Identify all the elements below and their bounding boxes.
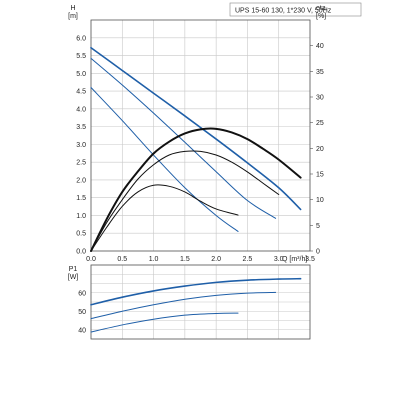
y-left-tick-label: 1.0 [76,213,86,220]
bottom-plot-frame [90,264,311,340]
y-right-tick-label: 25 [316,120,324,127]
y-left-tick-label: 3.0 [76,142,86,149]
p1-tick-label: 40 [78,327,86,334]
top-plot-frame [90,19,311,252]
x-tick-label: 3.0 [274,256,284,263]
y-left-tick-label: 1.5 [76,195,86,202]
y-left-tick-label: 3.5 [76,124,86,131]
x-tick-label: 1.5 [180,256,190,263]
y-left-tick-label: 4.0 [76,106,86,113]
efficiency-curve-3 [90,184,239,252]
p1-tick-label: 60 [78,290,86,297]
head-curve-1 [90,46,302,211]
y-left-tick-label: 0.0 [76,249,86,256]
y-left-tick-label: 4.5 [76,89,86,96]
p1-axis-unit: [W] [68,274,79,281]
x-axis-unit-label: Q [m³/h] [282,256,307,263]
y-left-axis-name: H [70,5,75,12]
y-left-tick-label: 2.0 [76,177,86,184]
y-left-tick-label: 5.5 [76,53,86,60]
y-right-tick-label: 20 [316,146,324,153]
y-left-tick-label: 5.0 [76,71,86,78]
head-curve-3 [90,87,239,232]
x-tick-label: 2.5 [243,256,253,263]
power-curve-1 [90,277,302,306]
y-right-axis-name: eta [316,5,326,12]
p1-axis-name: P1 [69,266,78,273]
chart-labels: UPS 15-60 130, 1*230 V, 50Hz H [m] eta [… [68,2,362,281]
head-curve-2 [90,57,277,219]
power-curve-3 [90,312,239,333]
y-left-tick-label: 2.5 [76,160,86,167]
y-right-tick-label: 30 [316,95,324,102]
top-chart-grid: 0.0 0.5 1.0 1.5 2.0 2.5 3.0 3.5 0.0 0.5 1.0 1.5 2.0 2… [76,19,324,263]
y-right-tick-label: 5 [316,223,320,230]
x-tick-label: 2.0 [211,256,221,263]
top-chart-series [90,46,302,252]
power-curve-2 [90,291,277,320]
y-right-tick-label: 0 [316,249,320,256]
x-tick-label: 3.5 [305,256,315,263]
p1-tick-label: 50 [78,309,86,316]
efficiency-curve-2 [90,150,280,252]
y-right-tick-label: 10 [316,197,324,204]
x-tick-label: 0.0 [86,256,96,263]
y-left-tick-label: 6.0 [76,35,86,42]
x-tick-label: 1.0 [149,256,159,263]
chart-title-box [229,2,362,17]
chart-title: UPS 15-60 130, 1*230 V, 50Hz [235,8,332,15]
bottom-chart-grid: 40 50 60 [78,264,311,340]
y-right-tick-label: 35 [316,69,324,76]
bottom-chart-series [90,277,302,333]
y-left-tick-label: 0.5 [76,231,86,238]
efficiency-curve-1 [90,127,302,252]
y-right-axis-unit: [%] [316,13,326,20]
y-left-axis-unit: [m] [68,13,78,20]
y-right-tick-label: 40 [316,43,324,50]
x-tick-label: 0.5 [117,256,127,263]
y-right-tick-label: 15 [316,172,324,179]
